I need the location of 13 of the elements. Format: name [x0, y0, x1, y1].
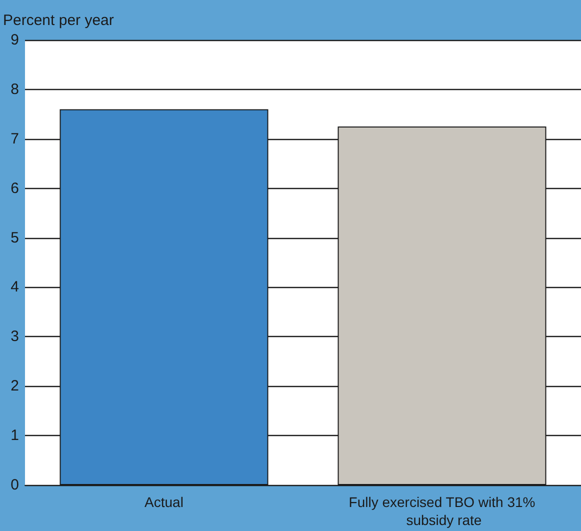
- y-axis-title: Percent per year: [3, 12, 114, 29]
- y-tick-label: 8: [10, 80, 19, 98]
- y-tick-label: 7: [10, 130, 19, 148]
- y-tick-label: 6: [10, 180, 19, 197]
- y-tick-label: 9: [10, 32, 19, 48]
- y-tick-label: 5: [10, 229, 19, 246]
- y-tick-label: 4: [10, 278, 19, 296]
- x-tick-label: Fully exercised TBO with 31% subsidy rate: [348, 494, 536, 528]
- y-tick-label: 1: [10, 427, 19, 444]
- y-tick-label: 3: [10, 328, 19, 346]
- x-tick-label: Actual: [144, 494, 184, 510]
- y-tick-label: 2: [10, 378, 19, 395]
- y-tick-label: 0: [10, 476, 19, 494]
